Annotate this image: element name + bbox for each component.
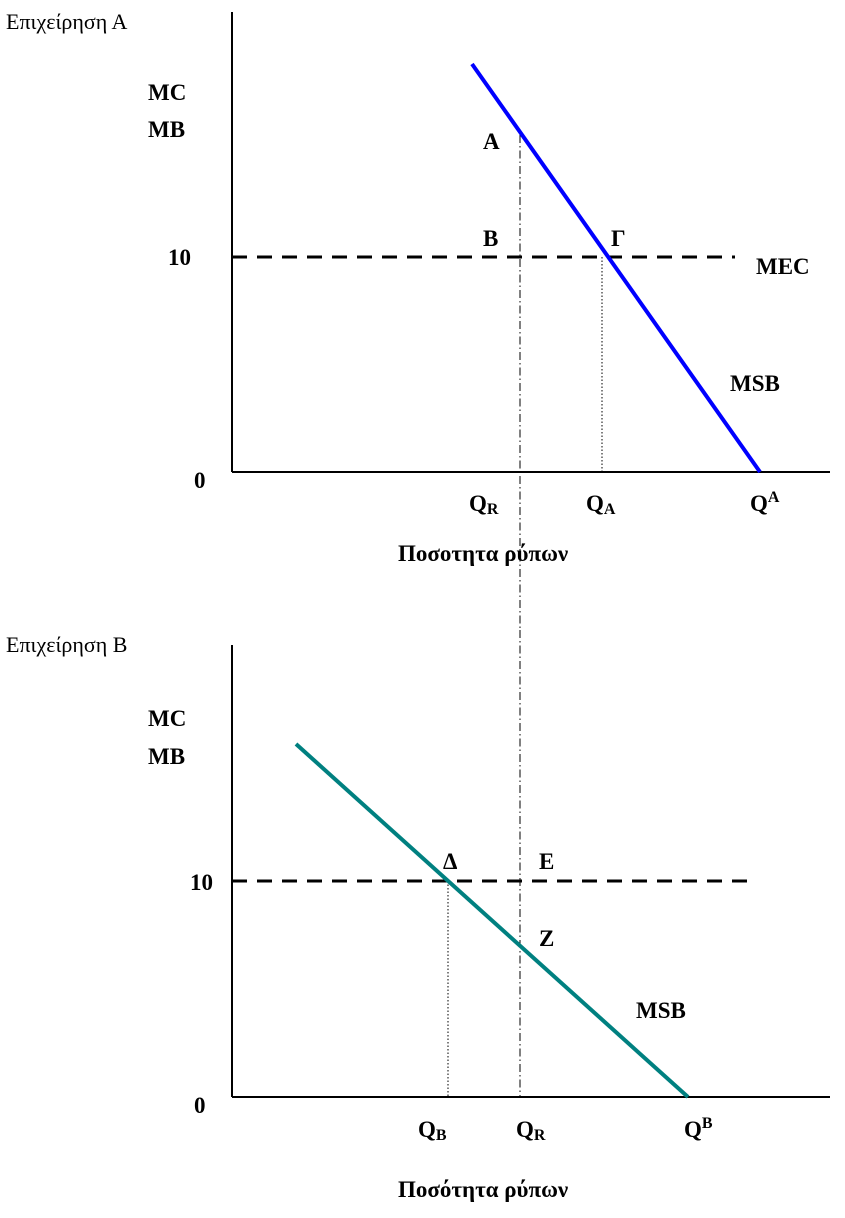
panel-b-ytick-0: 0 <box>194 1093 206 1118</box>
panel-a-xtick-q-sup-a: QA <box>750 489 780 516</box>
panel-a-ylabel-mb: MB <box>148 117 185 142</box>
panel-a: Επιχείρηση Α MC MB 10 0 MEC MSB A B Γ QR… <box>6 9 830 630</box>
panel-b-ytick-10: 10 <box>190 870 213 895</box>
panel-a-ytick-10: 10 <box>168 245 191 270</box>
panel-b-xtick-qr: QR <box>516 1117 546 1144</box>
panel-a-ylabel-mc: MC <box>148 80 186 105</box>
panel-a-msb-label: MSB <box>730 371 780 396</box>
panel-b: Επιχείρηση Β MC MB 10 0 MSB Δ Ε Ζ QB QR … <box>6 630 830 1202</box>
panel-a-xtick-qa: QA <box>586 491 616 518</box>
panel-a-msb-line <box>470 62 762 474</box>
panel-b-point-d: Δ <box>443 849 458 874</box>
panel-b-ylabel-mc: MC <box>148 706 186 731</box>
panel-a-mec-label: MEC <box>756 254 810 279</box>
panel-a-ytick-0: 0 <box>194 468 206 493</box>
panel-b-point-e: Ε <box>539 849 554 874</box>
panel-b-msb-label: MSB <box>636 998 686 1023</box>
panel-b-ylabel-mb: MB <box>148 744 185 769</box>
panel-a-xtick-qr: QR <box>469 491 499 518</box>
panel-b-xlabel: Ποσότητα ρύπων <box>398 1177 568 1202</box>
panel-a-point-b: B <box>483 226 498 251</box>
panel-b-title: Επιχείρηση Β <box>6 632 127 657</box>
panel-b-point-z: Ζ <box>539 926 554 951</box>
panel-b-xtick-q-sup-b: QB <box>684 1115 713 1142</box>
panel-a-point-a: A <box>483 129 500 154</box>
panel-a-point-g: Γ <box>611 226 626 251</box>
panel-b-xtick-qb: QB <box>418 1117 447 1144</box>
panel-b-msb-line <box>294 742 690 1099</box>
panel-a-xlabel: Ποσοτητα ρύπων <box>398 541 568 566</box>
panel-a-title: Επιχείρηση Α <box>6 9 128 34</box>
